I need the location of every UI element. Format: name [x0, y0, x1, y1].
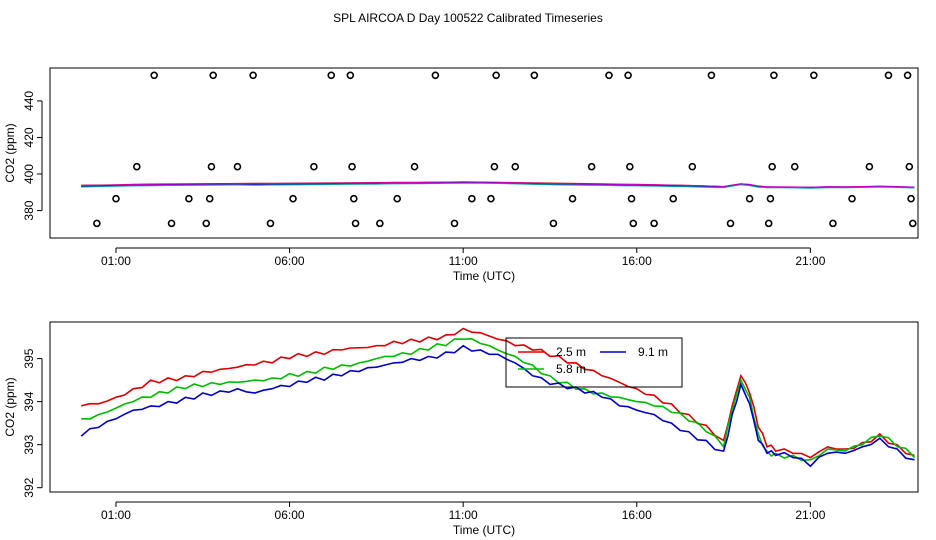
data-point: [884, 71, 893, 80]
data-point: [764, 219, 773, 228]
figure-title: SPL AIRCOA D Day 100522 Calibrated Times…: [333, 11, 603, 25]
data-point: [207, 162, 216, 171]
data-point: [568, 194, 577, 203]
data-point: [745, 194, 754, 203]
data-point: [327, 71, 336, 80]
data-point: [266, 219, 275, 228]
y-axis-label: CO2 (ppm): [3, 123, 17, 182]
data-point: [487, 194, 495, 203]
data-point: [650, 219, 658, 228]
data-point: [133, 162, 141, 171]
y-axis-label: CO2 (ppm): [3, 377, 17, 436]
data-point: [587, 162, 596, 171]
series-line-extra-0: [81, 182, 915, 189]
data-point: [848, 194, 856, 203]
y-tick-label: 380: [22, 200, 36, 220]
data-point: [530, 71, 539, 80]
y-tick-label: 420: [22, 127, 36, 147]
data-point: [289, 194, 297, 203]
data-point: [351, 219, 360, 228]
data-point: [468, 194, 476, 203]
series-line-91m: [80, 344, 915, 468]
legend-label: 5.8 m: [556, 362, 586, 376]
y-tick-label: 394: [22, 391, 36, 411]
legend-box: [505, 337, 683, 388]
data-point: [903, 71, 912, 80]
data-point: [492, 71, 500, 80]
top-panel-scatter: 01:00 06:00 11:00 16:00 21:00 Time (UTC) 380 40…: [3, 67, 919, 283]
y-tick-label: 395: [22, 348, 36, 368]
x-tick-label: 16:00: [622, 254, 652, 268]
data-point: [770, 71, 778, 80]
data-point: [688, 162, 697, 171]
data-point: [605, 71, 613, 80]
x-axis-label: Time (UTC): [453, 523, 515, 537]
data-point: [511, 162, 520, 171]
plot-frame: [49, 67, 919, 239]
x-tick-label: 21:00: [795, 254, 825, 268]
data-point: [205, 194, 214, 203]
data-point: [93, 219, 101, 228]
data-point: [490, 162, 499, 171]
data-point: [202, 219, 211, 228]
data-point: [624, 71, 632, 80]
data-point: [349, 194, 358, 203]
data-point: [150, 71, 158, 80]
data-point: [376, 219, 384, 228]
data-point: [450, 219, 459, 228]
x-tick-label: 06:00: [275, 508, 305, 522]
legend: 2.5 m 5.8 m 9.1 m: [505, 337, 683, 388]
data-point: [233, 162, 242, 171]
y-tick-label: 392: [22, 477, 36, 497]
y-tick-label: 440: [22, 91, 36, 111]
data-point: [249, 71, 257, 80]
data-point: [829, 219, 837, 228]
series-line-58m: [81, 337, 916, 462]
x-tick-label: 06:00: [275, 254, 305, 268]
x-tick-label: 11:00: [449, 254, 478, 268]
data-point: [431, 71, 440, 80]
data-point: [766, 194, 775, 203]
data-point: [905, 162, 914, 171]
x-tick-label: 01:00: [101, 254, 131, 268]
data-point: [790, 162, 799, 171]
y-tick-label: 393: [22, 434, 36, 454]
data-point: [348, 162, 356, 171]
data-point: [346, 71, 355, 80]
x-tick-label: 16:00: [622, 508, 652, 522]
data-point: [908, 219, 917, 228]
data-point: [167, 219, 176, 228]
bottom-panel-lines: 01:00 06:00 11:00 16:00 21:00 Time (UTC) 392 39…: [3, 321, 919, 537]
data-point: [907, 194, 915, 203]
legend-label: 2.5 m: [556, 345, 586, 359]
x-axis-label: Time (UTC): [453, 269, 515, 283]
series-line-extra-1: [81, 181, 915, 188]
data-point: [629, 219, 638, 228]
data-point: [185, 194, 193, 203]
data-point: [410, 162, 419, 171]
x-tick-label: 21:00: [795, 508, 825, 522]
data-point: [549, 219, 558, 228]
data-point: [810, 71, 818, 80]
x-tick-label: 01:00: [101, 508, 131, 522]
data-point: [768, 162, 776, 171]
data-point: [627, 194, 636, 203]
data-point: [209, 71, 217, 80]
data-point: [112, 194, 120, 203]
data-point: [310, 162, 318, 171]
x-tick-label: 11:00: [449, 508, 478, 522]
data-point: [865, 162, 874, 171]
data-point: [669, 194, 678, 203]
y-tick-label: 400: [22, 164, 36, 184]
legend-label: 9.1 m: [638, 345, 668, 359]
series-line-25m: [81, 327, 915, 459]
plot-frame: [49, 321, 919, 493]
data-point: [726, 219, 735, 228]
data-point: [393, 194, 402, 203]
data-point: [707, 71, 716, 80]
data-point: [626, 162, 634, 171]
